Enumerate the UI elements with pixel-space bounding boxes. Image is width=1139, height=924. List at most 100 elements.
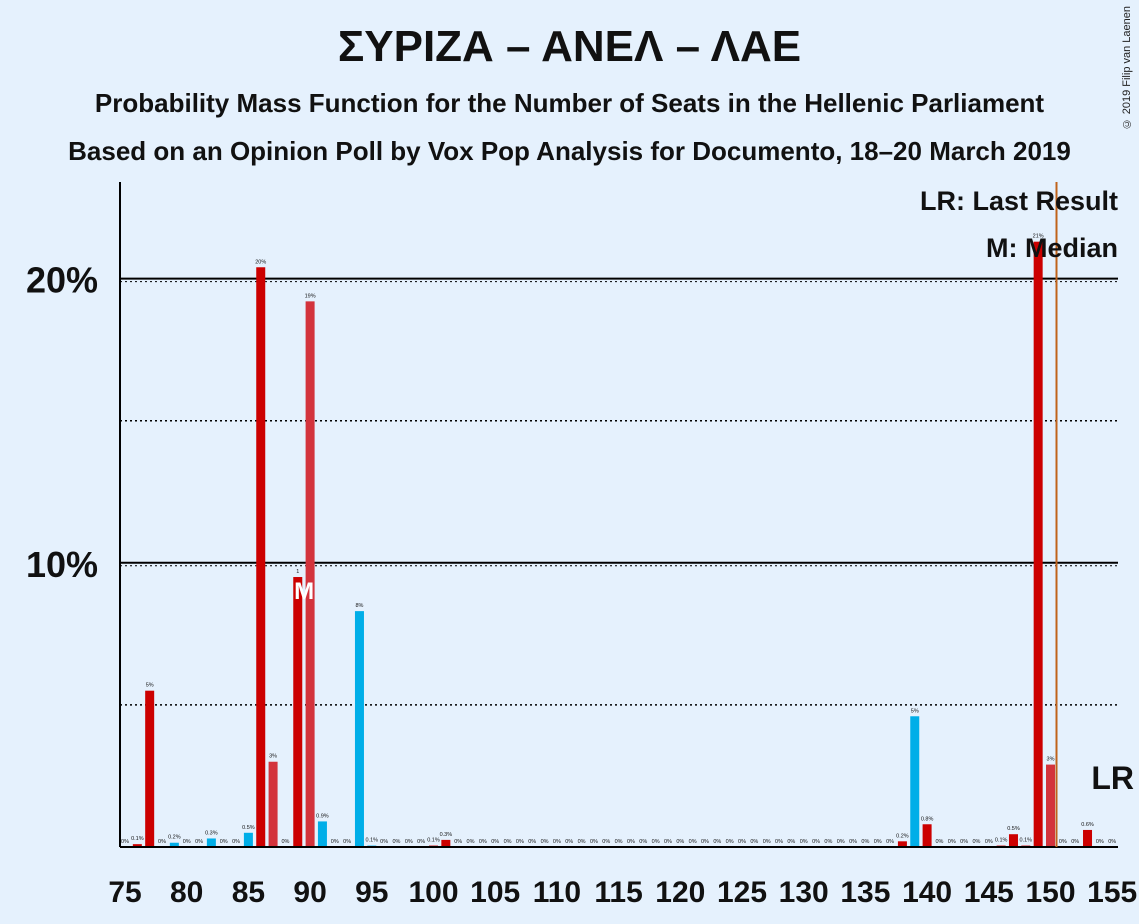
bar-label-seat-92: 0%: [331, 839, 339, 845]
markers-group: LR M: [294, 182, 1134, 847]
bar-label-seat-90: 19%: [305, 293, 316, 299]
bar-label-seat-96: 0%: [380, 839, 388, 845]
bar-label-seat-154: 0%: [1096, 839, 1104, 845]
bar-label-seat-98: 0%: [405, 839, 413, 845]
bar-label-seat-140: 0.8%: [921, 816, 934, 822]
bar-label-seat-148: 0.1%: [1020, 838, 1033, 844]
y-tick-label: 10%: [26, 544, 98, 585]
bar-label-seat-86: 20%: [255, 259, 266, 265]
bar-label-seat-82: 0.3%: [205, 830, 218, 836]
x-tick-label: 150: [1025, 876, 1075, 909]
bar-seat-87: [268, 761, 278, 847]
bar-label-seat-95: 0.1%: [366, 838, 379, 844]
bar-label-seat-111: 0%: [565, 839, 573, 845]
bar-label-seat-120: 0%: [676, 839, 684, 845]
bar-label-seat-128: 0%: [775, 839, 783, 845]
x-tick-label: 110: [533, 876, 581, 909]
bar-label-seat-123: 0%: [713, 839, 721, 845]
x-tick-label: 105: [470, 876, 520, 909]
bar-label-seat-88: 0%: [281, 839, 289, 845]
bar-label-seat-77: 5%: [146, 683, 154, 689]
bar-label-seat-94: 8%: [355, 603, 363, 609]
bar-seat-89: [293, 577, 303, 847]
x-tick-label: 155: [1087, 876, 1137, 909]
bar-label-seat-112: 0%: [578, 839, 586, 845]
axes-group: 75 80 85 90 95 100 105 110 115 120 125 130 135 140 145…: [108, 182, 1137, 909]
bar-label-seat-80: 0%: [183, 839, 191, 845]
bar-seat-101: [441, 839, 451, 847]
bar-label-seat-113: 0%: [590, 839, 598, 845]
bar-seat-77: [145, 690, 155, 847]
bar-label-seat-102: 0%: [454, 839, 462, 845]
bar-label-seat-153: 0.6%: [1081, 822, 1094, 828]
bar-label-seat-122: 0%: [701, 839, 709, 845]
x-tick-label: 125: [717, 876, 767, 909]
bar-label-seat-142: 0%: [948, 839, 956, 845]
bar-label-seat-136: 0%: [874, 839, 882, 845]
bar-label-seat-85: 0.5%: [242, 825, 255, 831]
bar-label-seat-119: 0%: [664, 839, 672, 845]
bar-label-seat-87: 3%: [269, 754, 277, 760]
bar-label-seat-127: 0%: [763, 839, 771, 845]
bar-label-seat-134: 0%: [849, 839, 857, 845]
bar-label-seat-124: 0%: [726, 839, 734, 845]
bar-label-seat-78: 0%: [158, 839, 166, 845]
bar-label-seat-83: 0%: [220, 839, 228, 845]
bar-label-seat-114: 0%: [602, 839, 610, 845]
bar-label-seat-137: 0%: [886, 839, 894, 845]
bar-seat-138: [897, 841, 907, 847]
bar-label-seat-93: 0%: [343, 839, 351, 845]
bar-label-seat-151: 0%: [1059, 839, 1067, 845]
median-marker: M: [294, 578, 314, 605]
x-tick-label: 130: [779, 876, 829, 909]
bar-label-seat-129: 0%: [787, 839, 795, 845]
bar-label-seat-103: 0%: [467, 839, 475, 845]
x-tick-label: 80: [170, 876, 203, 909]
bar-seat-147: [1008, 834, 1018, 847]
bar-label-seat-115: 0%: [615, 839, 623, 845]
bar-label-seat-84: 0%: [232, 839, 240, 845]
x-tick-label: 75: [108, 876, 141, 909]
bar-label-seat-126: 0%: [750, 839, 758, 845]
bar-label-seat-75: 0%: [121, 839, 129, 845]
bar-label-seat-147: 0.5%: [1007, 826, 1020, 832]
bar-label-seat-121: 0%: [689, 839, 697, 845]
bar-label-seat-152: 0%: [1071, 839, 1079, 845]
bar-label-seat-131: 0%: [812, 839, 820, 845]
bar-seat-150: [1046, 764, 1055, 847]
bar-label-seat-150: 3%: [1047, 757, 1055, 763]
bar-label-seat-145: 0%: [985, 839, 993, 845]
bar-seat-90: [305, 301, 315, 847]
bar-label-seat-100: 0.1%: [427, 838, 440, 844]
bar-seat-149: [1033, 241, 1043, 847]
bar-label-seat-132: 0%: [824, 839, 832, 845]
legend-median: M: Median: [986, 233, 1118, 263]
bar-label-seat-149: 21%: [1033, 234, 1044, 240]
bar-seat-85: [243, 832, 253, 847]
y-tick-label: 20%: [26, 260, 98, 301]
bar-label-seat-141: 0%: [935, 839, 943, 845]
x-tick-label: 120: [655, 876, 705, 909]
x-tick-label: 100: [408, 876, 458, 909]
x-tick-label: 140: [902, 876, 952, 909]
bar-seat-76: [132, 844, 142, 847]
bar-label-seat-89: 1: [296, 569, 299, 575]
bar-label-seat-139: 5%: [911, 708, 919, 714]
x-tick-label: 90: [293, 876, 326, 909]
bar-label-seat-81: 0%: [195, 839, 203, 845]
bar-label-seat-91: 0.9%: [316, 813, 329, 819]
chart-subtitle-source: Based on an Opinion Poll by Vox Pop Anal…: [68, 136, 1071, 166]
bar-label-seat-76: 0.1%: [131, 836, 144, 842]
bar-label-seat-99: 0%: [417, 839, 425, 845]
bar-seat-82: [206, 838, 216, 847]
bar-label-seat-118: 0%: [652, 839, 660, 845]
bar-seat-94: [354, 611, 364, 847]
x-tick-label: 95: [355, 876, 388, 909]
bar-seat-153: [1083, 829, 1093, 847]
bar-seat-79: [169, 842, 179, 847]
chart-title: ΣΥΡΙΖΑ – ΑΝΕΛ – ΛΑΕ: [337, 22, 802, 71]
bar-label-seat-110: 0%: [553, 839, 561, 845]
bar-labels-group: 0% 0.1%5%0%0.2%0% 0%0.3%0% 0%0.5%20%3%0%119…: [121, 234, 1116, 845]
last-result-marker: LR: [1091, 760, 1134, 796]
bar-label-seat-109: 0%: [541, 839, 549, 845]
